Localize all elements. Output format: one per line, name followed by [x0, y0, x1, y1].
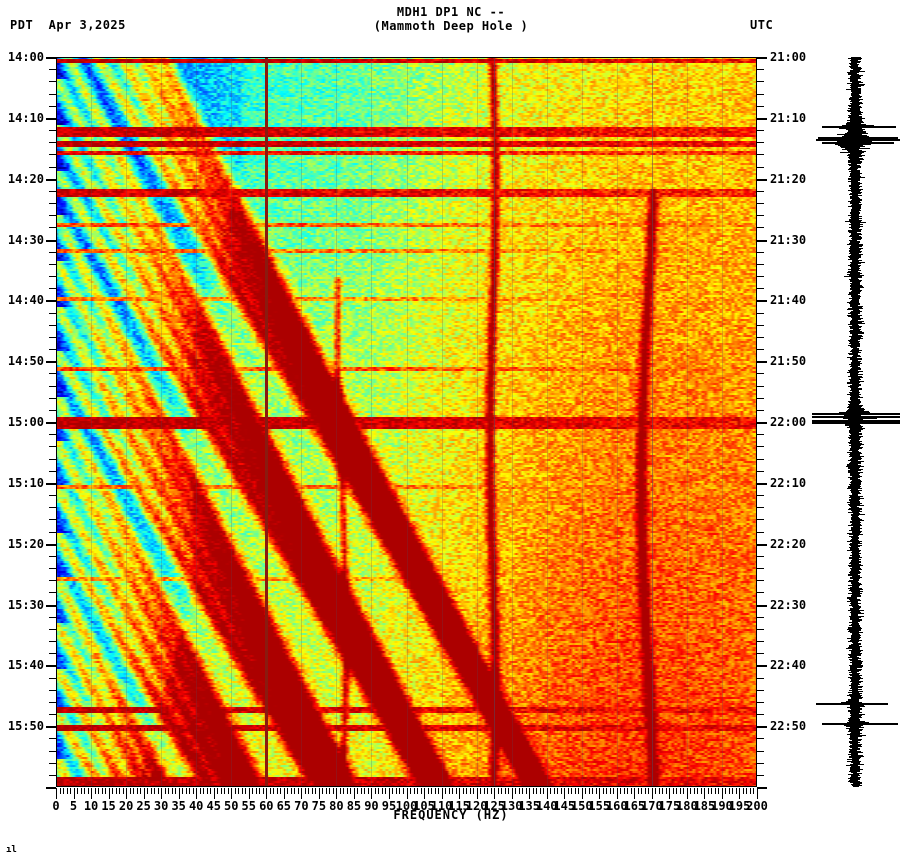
- frequency-tick-label: 110: [430, 799, 453, 813]
- frequency-tick-label: 75: [311, 799, 327, 813]
- frequency-tick-label: 140: [535, 799, 558, 813]
- time-label-utc: 21:00: [770, 50, 807, 64]
- frequency-tick-label: 40: [188, 799, 204, 813]
- trace-clip-line: [812, 413, 900, 415]
- time-label-utc: 21:50: [770, 354, 807, 369]
- time-label-utc: 22:10: [770, 475, 807, 490]
- frequency-tick-label: 50: [224, 799, 239, 813]
- frequency-tick-label: 70: [294, 799, 309, 813]
- time-label-pdt: 15:00: [7, 415, 44, 429]
- frequency-axis: 0 5 10 15 20 25 30 35 40 45 50 55 60 65 70 75 80 85 90 95 10…: [52, 788, 768, 813]
- frequency-tick-label: 115: [448, 799, 470, 813]
- time-axis-utc: 21:00 21:10 21:20 21:30 21:40 21:50 22:00 22:10…: [757, 50, 902, 792]
- frequency-tick-label: 120: [465, 799, 488, 813]
- time-label-pdt: 15:30: [7, 597, 44, 612]
- frequency-tick-label: 175: [658, 799, 681, 813]
- time-label-utc: 22:30: [770, 597, 807, 612]
- frequency-tick-label: 20: [118, 799, 134, 813]
- time-label-utc: 22:00: [770, 415, 807, 429]
- time-label-utc: 21:20: [770, 171, 807, 186]
- frequency-tick-label: 25: [136, 799, 151, 813]
- frequency-tick-label: 30: [153, 799, 169, 813]
- trace-clip-line: [822, 723, 898, 725]
- frequency-tick-label: 0: [52, 799, 60, 813]
- frequency-tick-label: 35: [171, 799, 186, 813]
- frequency-tick-label: 150: [570, 799, 593, 813]
- trace-clip-line: [812, 422, 900, 424]
- frequency-tick-label: 190: [711, 799, 733, 813]
- trace-clip-line: [822, 142, 894, 144]
- time-label-pdt: 14:50: [7, 354, 44, 369]
- frequency-tick-label: 135: [518, 799, 541, 813]
- frequency-tick-label: 185: [693, 799, 716, 813]
- frequency-tick-label: 195: [728, 799, 751, 813]
- frequency-tick-label: 165: [623, 799, 646, 813]
- frequency-tick-label: 80: [329, 799, 344, 813]
- station-name-subtitle: (Mammoth Deep Hole ): [373, 19, 529, 33]
- spectrogram-plot[interactable]: [56, 57, 757, 787]
- time-axis-pdt: 14:00 14:10 14:20 14:30 14:40 14:50 15:00 15:10…: [0, 50, 56, 792]
- time-label-utc: 22:20: [770, 536, 807, 551]
- header-utc-label: UTC: [750, 18, 774, 32]
- frequency-tick-label: 15: [101, 799, 116, 813]
- time-label-pdt: 15:10: [7, 475, 44, 490]
- frequency-tick-label: 65: [276, 799, 292, 813]
- frequency-tick-label: 105: [413, 799, 435, 813]
- time-label-utc: 22:40: [770, 658, 807, 673]
- frequency-tick-label: 145: [553, 799, 576, 813]
- time-label-pdt: 14:30: [7, 232, 44, 247]
- time-label-pdt: 15:50: [7, 719, 44, 734]
- frequency-tick-label: 95: [381, 799, 397, 813]
- time-label-pdt: 14:20: [7, 171, 44, 186]
- time-label-pdt: 14:10: [7, 110, 44, 125]
- frequency-tick-label: 5: [69, 799, 78, 813]
- page-title: MDH1 DP1 NC --: [396, 5, 506, 19]
- frequency-tick-label: 100: [395, 799, 418, 813]
- time-label-pdt: 14:00: [7, 50, 44, 64]
- frequency-tick-label: 10: [83, 799, 99, 813]
- header-local-time-label: PDT Apr 3,2025: [10, 18, 126, 32]
- seismogram-trace: [812, 57, 902, 787]
- time-label-pdt: 15:20: [7, 536, 44, 551]
- trace-clip-line: [816, 139, 900, 141]
- time-label-pdt: 15:40: [7, 658, 44, 673]
- frequency-tick-label: 130: [500, 799, 523, 813]
- trace-clip-line: [812, 416, 900, 418]
- time-label-utc: 21:40: [770, 293, 807, 308]
- frequency-tick-label: 85: [346, 799, 362, 813]
- frequency-axis-title: FREQUENCY (HZ): [393, 808, 509, 822]
- trace-clip-line: [812, 420, 900, 422]
- time-label-pdt: 14:40: [7, 293, 44, 308]
- frequency-tick-label: 45: [206, 799, 221, 813]
- frequency-tick-label: 155: [588, 799, 611, 813]
- frequency-tick-label: 125: [483, 799, 505, 813]
- time-label-utc: 21:10: [770, 110, 807, 125]
- frequency-tick-label: 55: [241, 799, 256, 813]
- frequency-tick-label: 90: [364, 799, 379, 813]
- frequency-tick-label: 60: [259, 799, 274, 813]
- frequency-tick-label: 180: [676, 799, 698, 813]
- time-label-utc: 22:50: [770, 719, 807, 734]
- trace-clip-line: [816, 703, 888, 705]
- time-label-utc: 21:30: [770, 232, 807, 247]
- frequency-tick-label: 200: [746, 799, 768, 813]
- frequency-tick-label: 160: [605, 799, 628, 813]
- trace-clip-line: [822, 126, 896, 128]
- frequency-tick-label: 170: [641, 799, 663, 813]
- corner-mark-icon: ıl: [6, 845, 17, 855]
- trace-clip-line: [818, 137, 898, 139]
